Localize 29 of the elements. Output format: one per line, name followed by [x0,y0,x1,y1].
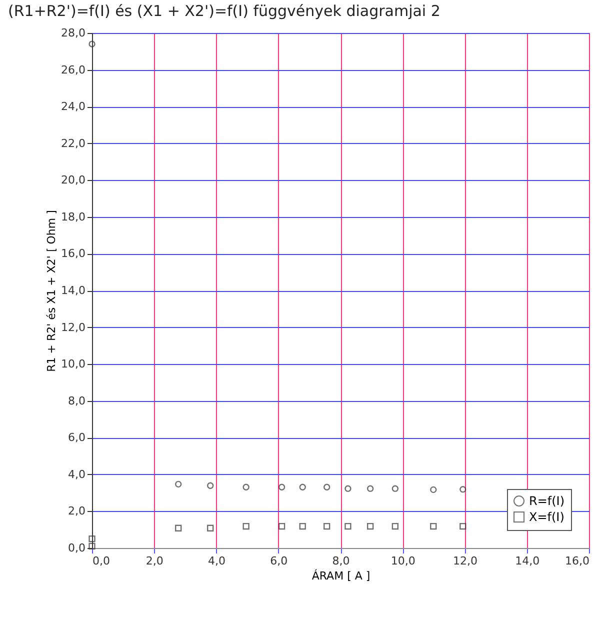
y-axis-title: R1 + R2' és X1 + X2' [ Ohm ] [45,210,58,372]
x-tick-label: 12,0 [453,554,478,568]
y-tick-label: 6,0 [68,431,86,444]
x-tick-label: 4,0 [208,554,226,568]
y-tick-label: 4,0 [68,468,86,481]
y-tick-label: 8,0 [68,394,86,408]
y-tick-label: 26,0 [61,63,86,76]
y-tick-label: 16,0 [61,247,86,260]
y-tick-label: 18,0 [61,210,86,224]
x-tick-label: 2,0 [146,554,164,568]
x-tick-label: 16,0 [565,554,590,568]
x-tick-label: 6,0 [270,554,288,568]
legend-label: R=f(I) [529,494,565,508]
y-tick-label: 28,0 [61,26,86,40]
x-tick-label: 14,0 [515,554,540,568]
chart-title: (R1+R2')=f(I) és (X1 + X2')=f(I) függvények diagramjai 2 [8,2,440,20]
y-tick-label: 20,0 [61,174,86,187]
legend-label: X=f(I) [529,510,564,524]
y-tick-label: 14,0 [61,284,86,297]
x-tick-label: 0,0 [92,554,110,568]
x-tick-label: 8,0 [332,554,350,568]
x-tick-label: 10,0 [390,554,416,568]
x-axis-title: ÁRAM [ A ] [312,568,370,582]
y-tick-label: 0,0 [68,542,86,554]
y-tick-label: 10,0 [61,358,86,371]
y-tick-label: 2,0 [68,504,86,518]
y-tick-label: 24,0 [61,100,86,114]
y-tick-label: 12,0 [61,320,86,334]
y-tick-label: 22,0 [61,136,86,150]
